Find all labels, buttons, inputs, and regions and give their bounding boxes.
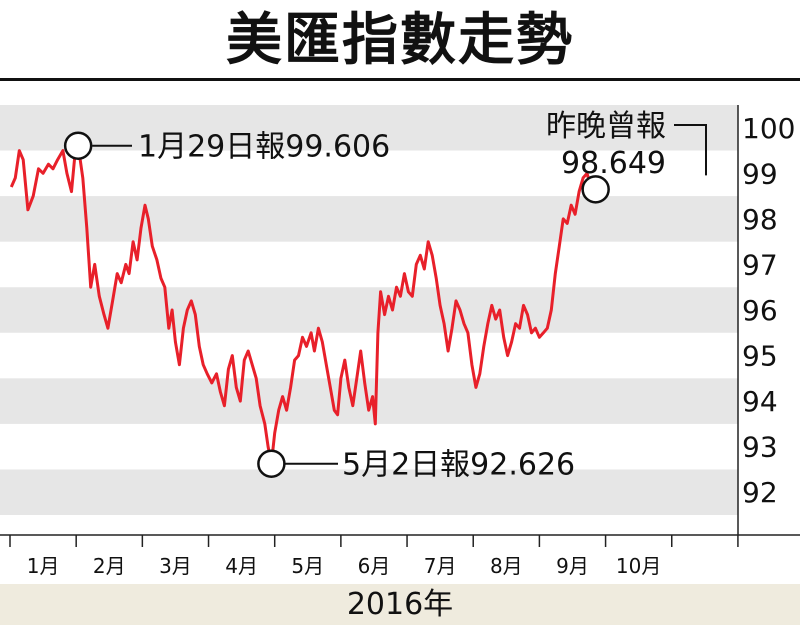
- grid-band: [0, 196, 738, 242]
- y-tick-label: 94: [742, 385, 778, 418]
- y-tick-label: 93: [742, 431, 778, 464]
- y-tick-label: 97: [742, 248, 778, 281]
- grid-band: [0, 378, 738, 424]
- x-tick-label: 1月: [27, 554, 60, 578]
- annotation-marker: [581, 175, 610, 204]
- x-tick-label: 9月: [556, 554, 589, 578]
- annotation-marker: [63, 131, 93, 160]
- annotation-marker: [257, 449, 286, 478]
- x-axis: 1月 2月 3月 4月 5月 6月 7月 8月 9月 10月: [0, 534, 800, 578]
- grid-band: [0, 469, 738, 515]
- x-tick-label: 4月: [225, 554, 258, 578]
- y-tick-label: 95: [742, 340, 778, 373]
- annotation-label: 昨晚曾報: [546, 109, 666, 144]
- x-tick-label: 7月: [424, 554, 457, 578]
- grid-band: [0, 105, 738, 151]
- y-tick-label: 96: [742, 294, 778, 327]
- y-axis-ticks: 92 93 94 95 96 97 98 99 100: [737, 105, 795, 535]
- grid-bands: [0, 105, 738, 515]
- x-tick-label: 8月: [490, 554, 523, 578]
- page-title: 美匯指數走勢: [226, 7, 574, 73]
- y-tick-label: 98: [742, 203, 778, 236]
- x-tick-label: 10月: [616, 554, 661, 578]
- x-axis-label: 2016年: [0, 584, 800, 625]
- annotation-label: 98.649: [561, 146, 666, 181]
- series-layer: [9, 144, 597, 466]
- x-tick-label: 6月: [358, 554, 391, 578]
- annotation-label: 1月29日報99.606: [138, 130, 390, 165]
- grid-band: [0, 287, 738, 333]
- series-line: [9, 144, 597, 466]
- y-tick-label: 100: [742, 112, 795, 145]
- x-tick-label: 3月: [159, 554, 192, 578]
- annotation-label: 5月2日報92.626: [342, 448, 575, 483]
- y-tick-label: 92: [742, 476, 778, 509]
- x-tick-label: 2月: [93, 554, 126, 578]
- y-tick-label: 99: [742, 157, 778, 190]
- title-divider: [0, 78, 800, 81]
- x-tick-label: 5月: [291, 554, 324, 578]
- annotation-leader: [674, 124, 707, 176]
